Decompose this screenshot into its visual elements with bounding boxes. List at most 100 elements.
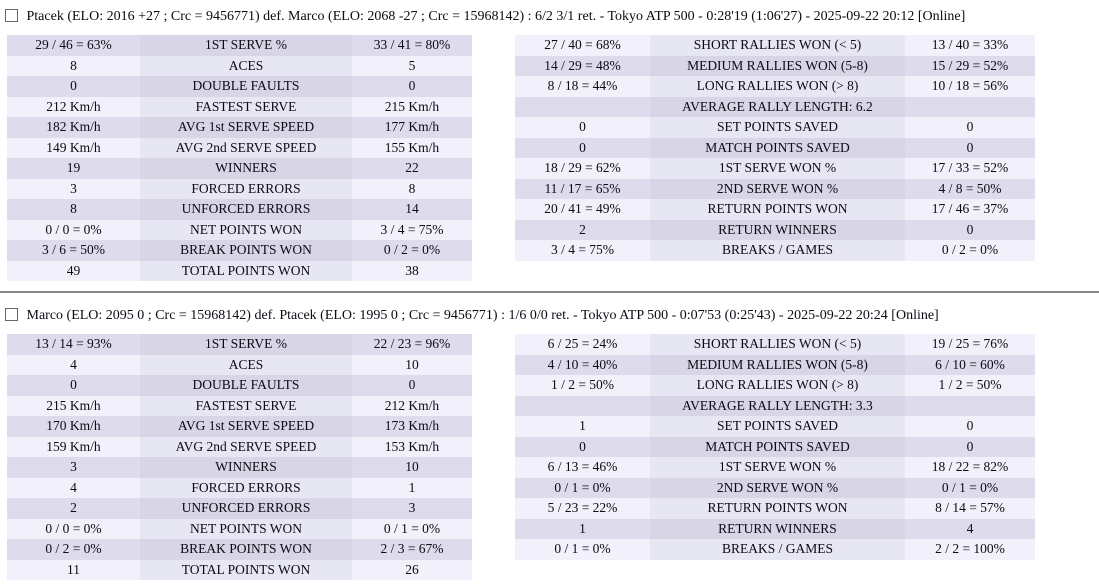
- match-select-checkbox[interactable]: [5, 9, 18, 22]
- stat-row: 3 / 6 = 50% BREAK POINTS WON 0 / 2 = 0%: [7, 240, 472, 261]
- player2-value-cell: 17 / 33 = 52%: [905, 158, 1035, 179]
- stat-label-cell: AVERAGE RALLY LENGTH: 3.3: [650, 395, 905, 416]
- stat-label-cell: DOUBLE FAULTS: [140, 76, 352, 97]
- player2-value-cell: 2 / 3 = 67%: [352, 539, 472, 560]
- player1-value-cell: [515, 96, 650, 117]
- player1-value-cell: 11: [7, 559, 140, 580]
- player1-value-cell: 0: [7, 76, 140, 97]
- player1-value-cell: 2: [7, 498, 140, 519]
- stats-tables-container: 29 / 46 = 63% 1ST SERVE % 33 / 41 = 80% 8 AC…: [0, 35, 1099, 281]
- player2-value-cell: 212 Km/h: [352, 395, 472, 416]
- stat-label-cell: 1ST SERVE WON %: [650, 158, 905, 179]
- player2-value-cell: [905, 395, 1035, 416]
- player1-value-cell: 170 Km/h: [7, 416, 140, 437]
- stat-label-cell: SET POINTS SAVED: [650, 416, 905, 437]
- rally-stats-table: 6 / 25 = 24% SHORT RALLIES WON (< 5) 19 / …: [515, 334, 1035, 560]
- stat-label-cell: UNFORCED ERRORS: [140, 199, 352, 220]
- player1-value-cell: 13 / 14 = 93%: [7, 334, 140, 355]
- player1-value-cell: 182 Km/h: [7, 117, 140, 138]
- player1-value-cell: 27 / 40 = 68%: [515, 35, 650, 56]
- player1-value-cell: 1 / 2 = 50%: [515, 375, 650, 396]
- player1-value-cell: 212 Km/h: [7, 96, 140, 117]
- player2-value-cell: 177 Km/h: [352, 117, 472, 138]
- player1-value-cell: 6 / 25 = 24%: [515, 334, 650, 355]
- stat-label-cell: FASTEST SERVE: [140, 395, 352, 416]
- player1-value-cell: 8 / 18 = 44%: [515, 76, 650, 97]
- player2-value-cell: 38: [352, 260, 472, 281]
- player2-value-cell: 0: [905, 416, 1035, 437]
- stat-label-cell: AVG 1st SERVE SPEED: [140, 416, 352, 437]
- player2-value-cell: 3 / 4 = 75%: [352, 219, 472, 240]
- stat-label-cell: 1ST SERVE %: [140, 334, 352, 355]
- player2-value-cell: 1 / 2 = 50%: [905, 375, 1035, 396]
- stat-row: 14 / 29 = 48% MEDIUM RALLIES WON (5-8) 15 …: [515, 55, 1035, 76]
- player1-value-cell: 1: [515, 416, 650, 437]
- stat-row: 0 / 0 = 0% NET POINTS WON 3 / 4 = 75%: [7, 219, 472, 240]
- stat-label-cell: 1ST SERVE WON %: [650, 457, 905, 478]
- stat-row: 5 / 23 = 22% RETURN POINTS WON 8 / 14 = 57…: [515, 498, 1035, 519]
- stat-row: 2 UNFORCED ERRORS 3: [7, 498, 472, 519]
- stat-label-cell: AVG 2nd SERVE SPEED: [140, 137, 352, 158]
- match-select-checkbox[interactable]: [5, 308, 18, 321]
- player2-value-cell: 173 Km/h: [352, 416, 472, 437]
- stat-row: 149 Km/h AVG 2nd SERVE SPEED 155 Km/h: [7, 137, 472, 158]
- player1-value-cell: 19: [7, 158, 140, 179]
- player2-value-cell: 0 / 2 = 0%: [905, 240, 1035, 261]
- stat-label-cell: BREAKS / GAMES: [650, 539, 905, 560]
- stat-label-cell: MATCH POINTS SAVED: [650, 436, 905, 457]
- stat-row: 1 RETURN WINNERS 4: [515, 518, 1035, 539]
- player2-value-cell: 14: [352, 199, 472, 220]
- stat-label-cell: UNFORCED ERRORS: [140, 498, 352, 519]
- player2-value-cell: 0: [905, 219, 1035, 240]
- player2-value-cell: 33 / 41 = 80%: [352, 35, 472, 56]
- stat-row: 49 TOTAL POINTS WON 38: [7, 260, 472, 281]
- match-separator: [0, 291, 1099, 293]
- stat-label-cell: NET POINTS WON: [140, 219, 352, 240]
- match-section-1: Ptacek (ELO: 2016 +27 ; Crc = 9456771) d…: [0, 0, 1099, 281]
- player1-value-cell: 5 / 23 = 22%: [515, 498, 650, 519]
- player2-value-cell: 19 / 25 = 76%: [905, 334, 1035, 355]
- player2-value-cell: 26: [352, 559, 472, 580]
- stat-row: 11 TOTAL POINTS WON 26: [7, 559, 472, 580]
- stat-row: 27 / 40 = 68% SHORT RALLIES WON (< 5) 13 /…: [515, 35, 1035, 56]
- stat-label-cell: 2ND SERVE WON %: [650, 178, 905, 199]
- player1-value-cell: 0 / 0 = 0%: [7, 219, 140, 240]
- stat-row: 3 / 4 = 75% BREAKS / GAMES 0 / 2 = 0%: [515, 240, 1035, 261]
- stat-row: 3 WINNERS 10: [7, 457, 472, 478]
- stat-label-cell: FORCED ERRORS: [140, 178, 352, 199]
- stat-label-cell: ACES: [140, 55, 352, 76]
- player2-value-cell: 6 / 10 = 60%: [905, 354, 1035, 375]
- player1-value-cell: 8: [7, 199, 140, 220]
- stat-row: 8 / 18 = 44% LONG RALLIES WON (> 8) 10 / 1…: [515, 76, 1035, 97]
- stat-label-cell: MEDIUM RALLIES WON (5-8): [650, 354, 905, 375]
- player1-value-cell: 0 / 2 = 0%: [7, 539, 140, 560]
- stat-row: 0 / 1 = 0% 2ND SERVE WON % 0 / 1 = 0%: [515, 477, 1035, 498]
- stat-row: 0 / 1 = 0% BREAKS / GAMES 2 / 2 = 100%: [515, 539, 1035, 560]
- player2-value-cell: 0: [352, 375, 472, 396]
- stat-row: 0 SET POINTS SAVED 0: [515, 117, 1035, 138]
- player1-value-cell: 4: [7, 354, 140, 375]
- player2-value-cell: [905, 96, 1035, 117]
- player2-value-cell: 22 / 23 = 96%: [352, 334, 472, 355]
- serve-stats-table: 29 / 46 = 63% 1ST SERVE % 33 / 41 = 80% 8 AC…: [7, 35, 472, 281]
- stat-row: 4 ACES 10: [7, 354, 472, 375]
- stat-label-cell: FORCED ERRORS: [140, 477, 352, 498]
- match-section-2: Marco (ELO: 2095 0 ; Crc = 15968142) def…: [0, 307, 1099, 580]
- stat-label-cell: BREAK POINTS WON: [140, 240, 352, 261]
- stat-row: 0 / 2 = 0% BREAK POINTS WON 2 / 3 = 67%: [7, 539, 472, 560]
- player2-value-cell: 153 Km/h: [352, 436, 472, 457]
- stat-label-cell: 1ST SERVE %: [140, 35, 352, 56]
- stat-row: 20 / 41 = 49% RETURN POINTS WON 17 / 46 = …: [515, 199, 1035, 220]
- player1-value-cell: 3 / 4 = 75%: [515, 240, 650, 261]
- stat-row: 3 FORCED ERRORS 8: [7, 178, 472, 199]
- player2-value-cell: 4 / 8 = 50%: [905, 178, 1035, 199]
- player2-value-cell: 0 / 1 = 0%: [905, 477, 1035, 498]
- stat-row: 182 Km/h AVG 1st SERVE SPEED 177 Km/h: [7, 117, 472, 138]
- stat-row: 8 ACES 5: [7, 55, 472, 76]
- player2-value-cell: 0: [905, 117, 1035, 138]
- player2-value-cell: 0: [905, 436, 1035, 457]
- stat-label-cell: LONG RALLIES WON (> 8): [650, 76, 905, 97]
- stat-row: 215 Km/h FASTEST SERVE 212 Km/h: [7, 395, 472, 416]
- player1-value-cell: 0: [515, 117, 650, 138]
- player1-value-cell: 159 Km/h: [7, 436, 140, 457]
